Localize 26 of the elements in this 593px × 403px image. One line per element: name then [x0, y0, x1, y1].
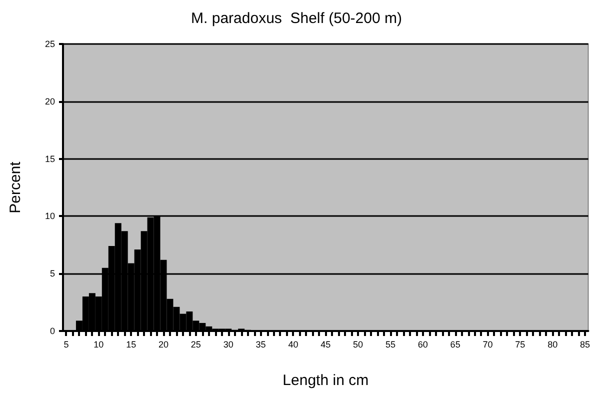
- x-tick-label: 65: [450, 340, 460, 350]
- y-tick-label: 5: [50, 268, 55, 279]
- y-tick-label: 20: [44, 96, 55, 106]
- y-axis-title: Percent: [7, 160, 24, 214]
- x-tick-label: 60: [418, 340, 428, 350]
- x-tick-label: 5: [64, 340, 69, 350]
- x-tick-label: 20: [158, 340, 169, 350]
- x-tick-label: 35: [256, 340, 266, 350]
- x-tick-label: 75: [515, 340, 526, 350]
- x-axis-title: Length in cm: [282, 372, 369, 389]
- x-tick-label: 10: [94, 340, 104, 350]
- y-tick-label: 0: [50, 326, 55, 336]
- x-tick-label: 80: [548, 340, 558, 350]
- y-tick-label: 25: [44, 39, 55, 49]
- x-tick-label: 50: [353, 340, 364, 350]
- x-tick-label: 40: [288, 340, 298, 350]
- x-tick-label: 85: [580, 340, 590, 350]
- x-tick-label: 25: [190, 340, 201, 350]
- x-tick-label: 15: [126, 340, 136, 350]
- x-tick-label: 70: [482, 340, 493, 350]
- y-tick-label: 15: [44, 154, 55, 164]
- x-tick-label: 55: [385, 340, 396, 350]
- x-tick-label: 45: [320, 340, 331, 350]
- x-tick-label: 30: [223, 340, 234, 350]
- chart-title: M. paradoxus Shelf (50-200 m): [191, 10, 402, 27]
- y-tick-label: 10: [44, 211, 55, 222]
